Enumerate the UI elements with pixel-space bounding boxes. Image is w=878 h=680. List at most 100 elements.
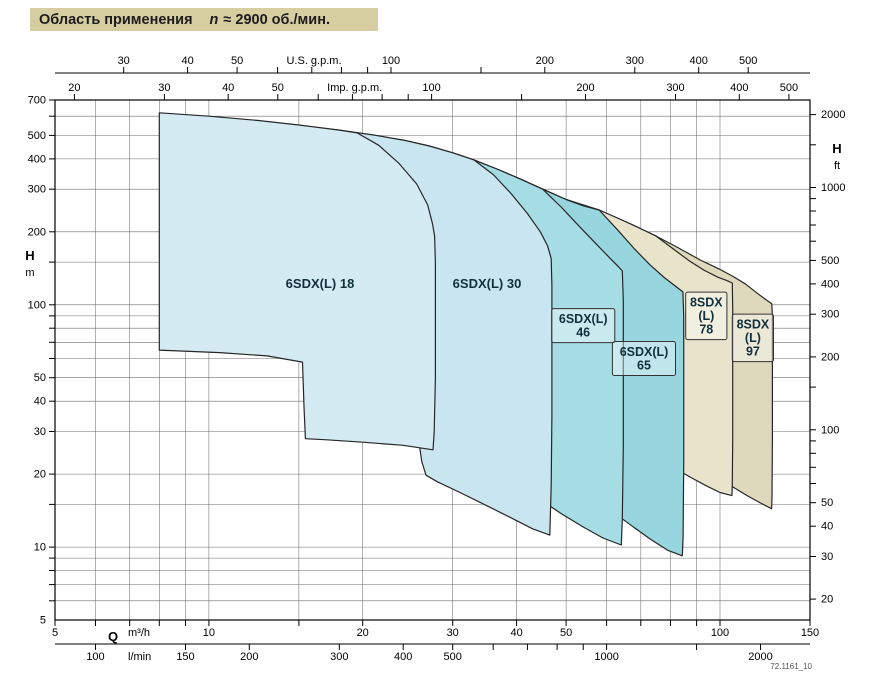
- svg-text:2000: 2000: [821, 109, 845, 121]
- svg-text:20: 20: [68, 82, 80, 94]
- svg-text:400: 400: [821, 278, 839, 290]
- svg-text:500: 500: [821, 255, 839, 267]
- axis-q-m3h: [54, 620, 811, 626]
- svg-text:700: 700: [28, 95, 46, 107]
- chart-title-bar: Область применения n ≈ 2900 об./мин.: [30, 8, 378, 31]
- axis-us-gpm: [55, 67, 810, 74]
- svg-text:40: 40: [222, 82, 234, 94]
- svg-text:400: 400: [28, 153, 46, 165]
- region-label-8sdx97: (L): [745, 331, 761, 345]
- axis-h-ft-labels: 2000 1000 500 400 300 200 100 50 40 30 20: [821, 109, 845, 605]
- svg-text:2000: 2000: [748, 651, 772, 663]
- axis-title-imp-gpm: Imp. g.p.m.: [327, 82, 382, 94]
- svg-text:150: 150: [801, 627, 819, 639]
- region-label-8sdx78: (L): [698, 309, 714, 323]
- axis-imp-gpm: [73, 94, 790, 100]
- svg-text:200: 200: [536, 55, 554, 67]
- region-label-8sdx78: 8SDX: [690, 296, 723, 310]
- region-label-box-6sdx65: [611, 341, 677, 376]
- svg-text:300: 300: [666, 82, 684, 94]
- axis-title-h-right: H: [832, 141, 841, 156]
- svg-text:50: 50: [272, 82, 284, 94]
- svg-text:300: 300: [626, 55, 644, 67]
- region-label-6sdx65: 65: [637, 359, 651, 373]
- region-label-6sdx18: 6SDX(L) 18: [286, 276, 355, 291]
- region-label-8sdx97: 8SDX: [737, 318, 770, 332]
- axis-q-lmin: [55, 643, 810, 650]
- svg-text:100: 100: [28, 299, 46, 311]
- axis-unit-m: m: [25, 267, 34, 279]
- speed-symbol: n: [209, 11, 219, 28]
- svg-text:30: 30: [447, 627, 459, 639]
- region-label-box-6sdx46: [551, 308, 616, 344]
- svg-text:500: 500: [28, 130, 46, 142]
- svg-text:100: 100: [422, 82, 440, 94]
- svg-text:300: 300: [28, 184, 46, 196]
- axis-q-lmin-labels: 100 150 200 300 400 500 1000 2000: [86, 651, 772, 663]
- axis-h-ft: [810, 114, 816, 600]
- speed-value: ≈ 2900 об./мин.: [223, 11, 330, 28]
- svg-text:400: 400: [690, 55, 708, 67]
- svg-text:40: 40: [510, 627, 522, 639]
- region-label-6sdx65: 6SDX(L): [620, 345, 669, 359]
- axis-title-us-gpm: U.S. g.p.m.: [286, 55, 341, 67]
- axis-imp-gpm-labels: 20 30 40 50 100 200 300 400 500 Imp. g.p.m.: [68, 82, 798, 94]
- region-label-box-8sdx78: [685, 291, 728, 341]
- svg-text:400: 400: [730, 82, 748, 94]
- svg-text:50: 50: [34, 372, 46, 384]
- svg-text:5: 5: [52, 627, 58, 639]
- svg-text:40: 40: [34, 396, 46, 408]
- region-label-8sdx97: 97: [746, 345, 760, 359]
- svg-text:500: 500: [739, 55, 757, 67]
- region-label-8sdx78: 78: [699, 323, 713, 337]
- drawing-number: 72.1161_10: [770, 662, 812, 671]
- region-label-6sdx46: 46: [576, 326, 590, 340]
- axis-h-m: [49, 99, 55, 602]
- svg-text:300: 300: [330, 651, 348, 663]
- svg-text:10: 10: [34, 542, 46, 554]
- svg-text:150: 150: [176, 651, 194, 663]
- svg-text:500: 500: [444, 651, 462, 663]
- svg-text:100: 100: [821, 424, 839, 436]
- svg-text:5: 5: [40, 615, 46, 627]
- svg-text:30: 30: [34, 426, 46, 438]
- axis-title-q: Q: [108, 629, 118, 644]
- axis-h-m-labels: 700 500 400 300 200 100 50 40 30 20 10 5: [28, 95, 46, 627]
- svg-text:1000: 1000: [821, 182, 845, 194]
- axis-title-h-left: H: [25, 248, 34, 263]
- svg-text:20: 20: [357, 627, 369, 639]
- svg-text:200: 200: [240, 651, 258, 663]
- svg-text:200: 200: [821, 351, 839, 363]
- region-label-box-8sdx97: [731, 313, 774, 363]
- svg-text:200: 200: [576, 82, 594, 94]
- svg-text:40: 40: [821, 521, 833, 533]
- plot-frame: [54, 99, 811, 621]
- region-label-6sdx46: 6SDX(L): [559, 312, 608, 326]
- axis-unit-lmin: l/min: [128, 651, 151, 663]
- chart-title: Область применения: [39, 11, 193, 28]
- svg-text:300: 300: [821, 309, 839, 321]
- svg-text:400: 400: [394, 651, 412, 663]
- axis-q-m3h-labels: 5 10 20 30 40 50 100 150: [52, 627, 819, 639]
- svg-text:100: 100: [86, 651, 104, 663]
- svg-text:50: 50: [560, 627, 572, 639]
- svg-text:40: 40: [181, 55, 193, 67]
- svg-text:200: 200: [28, 226, 46, 238]
- svg-text:100: 100: [382, 55, 400, 67]
- svg-text:30: 30: [158, 82, 170, 94]
- svg-text:30: 30: [821, 551, 833, 563]
- svg-text:10: 10: [203, 627, 215, 639]
- svg-text:50: 50: [821, 497, 833, 509]
- svg-text:1000: 1000: [594, 651, 618, 663]
- svg-text:500: 500: [780, 82, 798, 94]
- svg-text:20: 20: [821, 594, 833, 606]
- axis-unit-m3h: m³/h: [128, 627, 150, 639]
- axis-unit-ft: ft: [834, 160, 840, 172]
- region-label-6sdx30: 6SDX(L) 30: [453, 276, 522, 291]
- axis-us-gpm-labels: 30 40 50 100 200 300 400 500 U.S. g.p.m.: [118, 55, 758, 67]
- svg-text:100: 100: [711, 627, 729, 639]
- svg-text:50: 50: [231, 55, 243, 67]
- region-6sdx18: [158, 112, 436, 451]
